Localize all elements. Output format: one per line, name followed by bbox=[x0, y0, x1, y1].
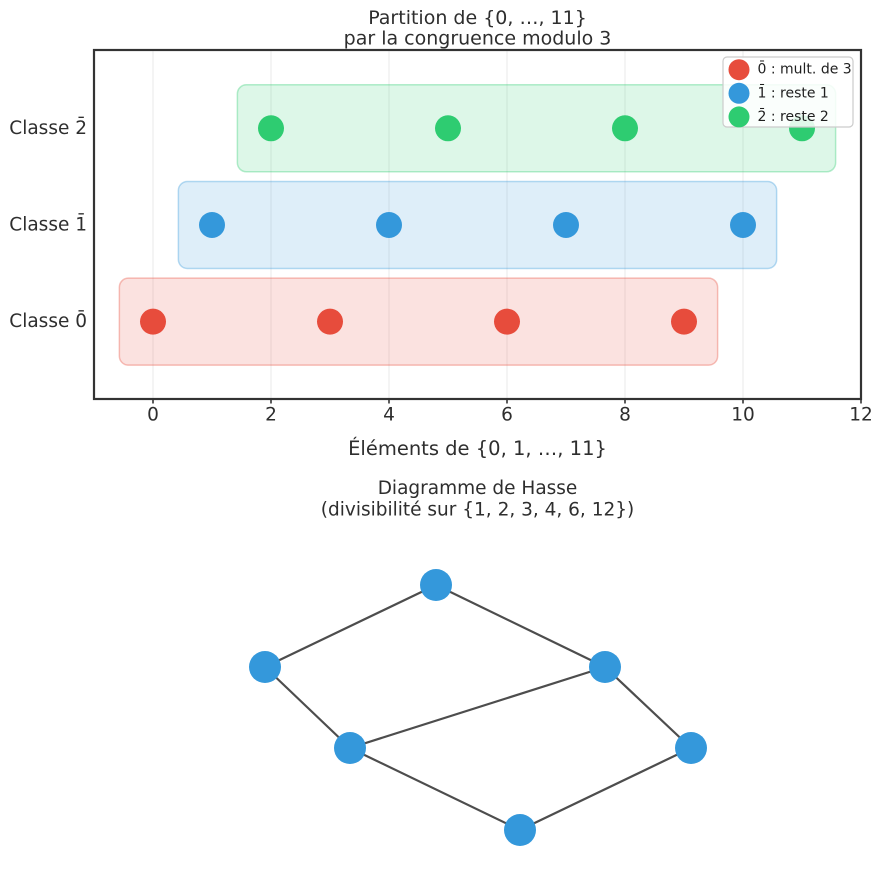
hasse-edge bbox=[603, 665, 693, 750]
hasse-node bbox=[249, 651, 281, 683]
data-point bbox=[140, 308, 166, 335]
data-point bbox=[317, 308, 343, 335]
hasse-title-line-1: Diagramme de Hasse bbox=[378, 478, 578, 499]
hasse-node bbox=[420, 569, 452, 601]
hasse-edge bbox=[263, 583, 438, 669]
x-tick-label: 0 bbox=[147, 404, 159, 425]
class-band bbox=[236, 84, 837, 173]
hasse-title-line-2: (divisibilité sur {1, 2, 3, 4, 6, 12}) bbox=[321, 500, 634, 521]
x-tick-label: 4 bbox=[383, 404, 395, 425]
y-tick-label: Classe 0̄ bbox=[9, 310, 87, 332]
data-point bbox=[494, 308, 520, 335]
legend-marker bbox=[728, 59, 750, 81]
x-tick-label: 12 bbox=[849, 404, 873, 425]
scatter-title-line-2: par la congruence modulo 3 bbox=[344, 28, 612, 50]
legend-marker bbox=[728, 82, 750, 104]
hasse-diagram bbox=[249, 569, 707, 846]
x-tick-label: 8 bbox=[619, 404, 631, 425]
hasse-node bbox=[675, 732, 707, 764]
hasse-node bbox=[589, 651, 621, 683]
scatter-title-line-1: Partition de {0, …, 11} bbox=[368, 7, 587, 29]
legend-marker bbox=[728, 106, 750, 128]
legend-label: 0̄ : mult. de 3 bbox=[758, 60, 852, 78]
hasse-edge bbox=[263, 665, 352, 750]
data-point bbox=[730, 211, 756, 238]
legend-label: 2̄ : reste 2 bbox=[758, 107, 829, 125]
hasse-edge bbox=[518, 746, 693, 832]
x-tick-label: 10 bbox=[731, 404, 755, 425]
data-point bbox=[671, 308, 697, 335]
hasse-edge bbox=[434, 583, 607, 669]
hasse-node bbox=[334, 732, 366, 764]
legend-box bbox=[722, 56, 854, 128]
y-tick-label: Classe 1̄ bbox=[9, 213, 87, 235]
hasse-edge bbox=[348, 746, 522, 832]
legend-label: 1̄ : reste 1 bbox=[758, 84, 829, 102]
data-point bbox=[612, 115, 638, 142]
class-band bbox=[118, 277, 719, 366]
scatter-xaxis-label: Éléments de {0, 1, …, 11} bbox=[348, 437, 607, 460]
data-point bbox=[553, 211, 579, 238]
class-band bbox=[177, 180, 778, 270]
data-point bbox=[199, 211, 225, 238]
hasse-edge bbox=[348, 665, 607, 750]
x-tick-label: 6 bbox=[501, 404, 513, 425]
data-point bbox=[435, 115, 461, 142]
x-tick-label: 2 bbox=[265, 404, 277, 425]
data-point bbox=[258, 115, 284, 142]
data-point bbox=[376, 211, 402, 238]
axes-frame bbox=[92, 48, 863, 401]
scatter-chart: 0 2 4 6 8 10 12 Classe 0̄ Classe 1̄ Classe 2̄ 0̄ :… bbox=[9, 48, 873, 425]
hasse-node bbox=[504, 814, 536, 846]
y-tick-label: Classe 2̄ bbox=[9, 116, 87, 138]
